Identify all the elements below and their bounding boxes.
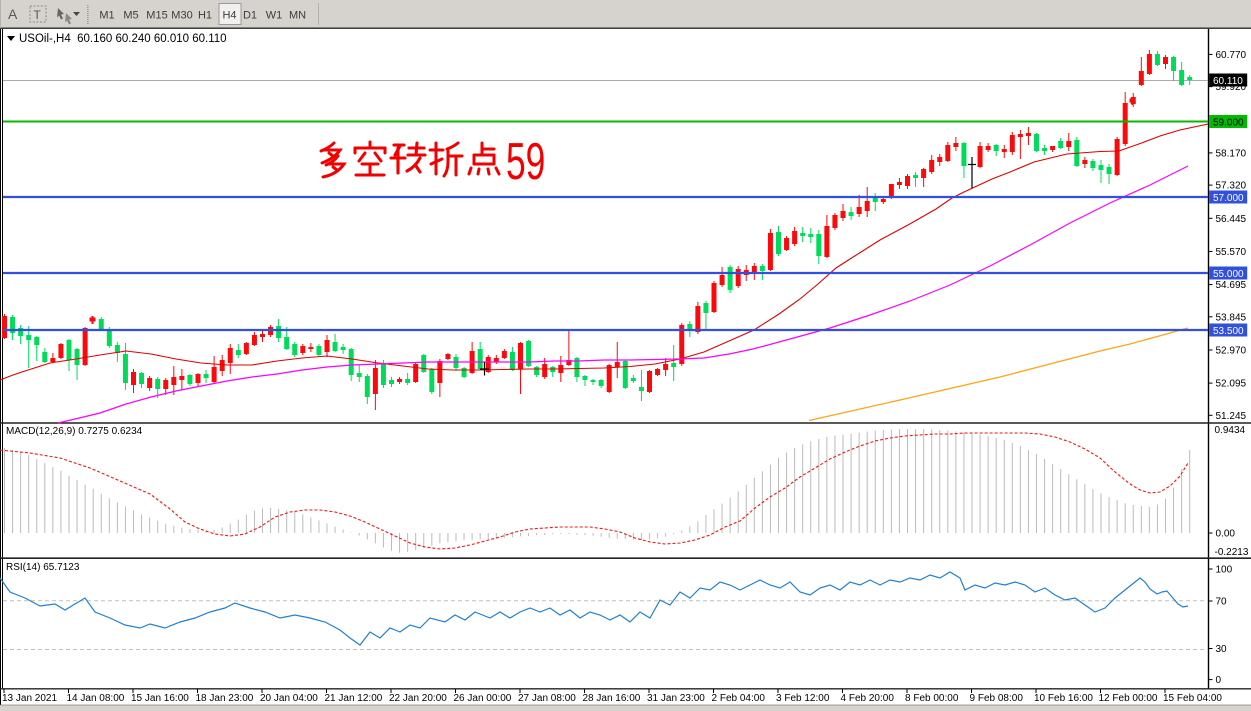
svg-text:53.500: 53.500 [1213, 326, 1244, 337]
svg-text:21 Jan 12:00: 21 Jan 12:00 [325, 693, 383, 704]
svg-text:51.245: 51.245 [1216, 411, 1247, 422]
svg-text:13 Jan 2021: 13 Jan 2021 [2, 693, 57, 704]
svg-text:0.00: 0.00 [1216, 529, 1236, 540]
svg-text:28 Jan 16:00: 28 Jan 16:00 [583, 693, 641, 704]
svg-text:D1: D1 [243, 10, 257, 22]
svg-text:22 Jan 20:00: 22 Jan 20:00 [389, 693, 447, 704]
svg-text:15 Feb 04:00: 15 Feb 04:00 [1163, 693, 1222, 704]
svg-text:H1: H1 [198, 10, 212, 22]
svg-text:M30: M30 [171, 10, 192, 22]
svg-text:2 Feb 04:00: 2 Feb 04:00 [712, 693, 766, 704]
svg-text:0: 0 [1216, 675, 1222, 686]
svg-text:9 Feb 08:00: 9 Feb 08:00 [970, 693, 1024, 704]
svg-text:12 Feb 00:00: 12 Feb 00:00 [1099, 693, 1158, 704]
svg-text:60.770: 60.770 [1216, 50, 1247, 61]
svg-text:A: A [8, 6, 18, 22]
svg-text:8 Feb 00:00: 8 Feb 00:00 [905, 693, 959, 704]
svg-text:MACD(12,26,9) 0.7275 0.6234: MACD(12,26,9) 0.7275 0.6234 [6, 426, 143, 437]
svg-text:70: 70 [1216, 597, 1228, 608]
svg-text:30: 30 [1216, 644, 1228, 655]
svg-text:3 Feb 12:00: 3 Feb 12:00 [776, 693, 830, 704]
svg-text:14 Jan 08:00: 14 Jan 08:00 [67, 693, 125, 704]
svg-text:31 Jan 23:00: 31 Jan 23:00 [647, 693, 705, 704]
svg-text:RSI(14) 65.7123: RSI(14) 65.7123 [6, 562, 80, 573]
svg-text:55.570: 55.570 [1216, 247, 1247, 258]
svg-text:55.000: 55.000 [1213, 269, 1244, 280]
svg-text:H4: H4 [222, 10, 236, 22]
svg-text:53.845: 53.845 [1216, 312, 1247, 323]
svg-text:54.695: 54.695 [1216, 280, 1247, 291]
svg-text:18 Jan 23:00: 18 Jan 23:00 [196, 693, 254, 704]
svg-text:4 Feb 20:00: 4 Feb 20:00 [841, 693, 895, 704]
svg-text:-0.2213: -0.2213 [1215, 547, 1249, 558]
svg-text:20 Jan 04:00: 20 Jan 04:00 [260, 693, 318, 704]
svg-text:10 Feb 16:00: 10 Feb 16:00 [1034, 693, 1093, 704]
svg-text:T: T [34, 8, 42, 22]
svg-text:58.170: 58.170 [1216, 148, 1247, 159]
svg-text:57.000: 57.000 [1213, 193, 1244, 204]
svg-text:60.110: 60.110 [1213, 76, 1243, 87]
svg-text:W1: W1 [266, 10, 283, 22]
svg-text:M15: M15 [146, 10, 167, 22]
svg-text:52.970: 52.970 [1216, 346, 1247, 357]
svg-text:100: 100 [1216, 565, 1233, 576]
svg-text:56.445: 56.445 [1216, 214, 1247, 225]
svg-text:MN: MN [289, 10, 306, 22]
svg-text:M5: M5 [123, 10, 138, 22]
svg-text:57.320: 57.320 [1216, 181, 1247, 192]
svg-text:59: 59 [506, 133, 545, 190]
svg-text:M1: M1 [99, 10, 114, 22]
svg-text:59.000: 59.000 [1213, 118, 1244, 129]
svg-text:26 Jan 00:00: 26 Jan 00:00 [454, 693, 512, 704]
svg-text:0.9434: 0.9434 [1215, 425, 1246, 436]
svg-text:59.920: 59.920 [1216, 82, 1247, 93]
svg-text:27 Jan 08:00: 27 Jan 08:00 [518, 693, 576, 704]
svg-text:15 Jan 16:00: 15 Jan 16:00 [131, 693, 189, 704]
svg-text:52.095: 52.095 [1216, 379, 1247, 390]
svg-text:USOil-,H4 60.160 60.240 60.01: USOil-,H4 60.160 60.240 60.010 60.110 [19, 33, 227, 45]
